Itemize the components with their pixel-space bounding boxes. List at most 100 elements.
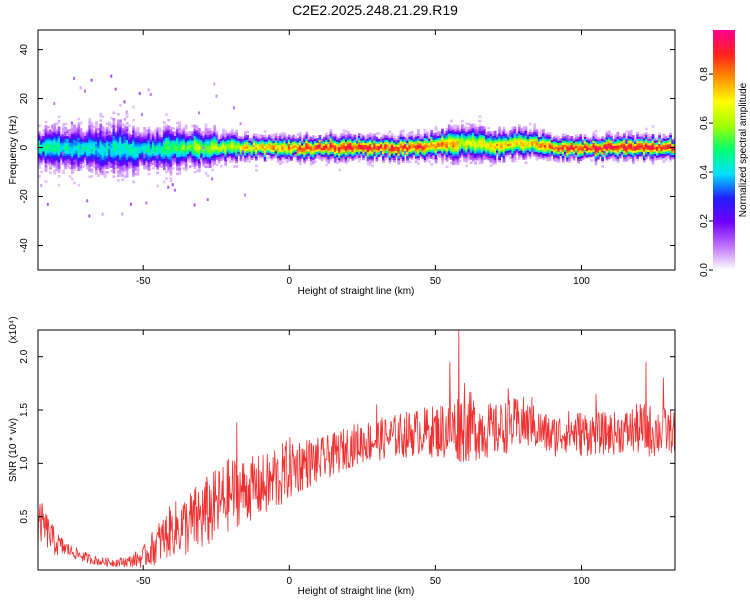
- heatmap-cell: [38, 131, 41, 134]
- heatmap-cell: [412, 141, 416, 144]
- heatmap-cell: [430, 149, 434, 153]
- heatmap-cell: [213, 140, 217, 144]
- spectrogram-x-label: Height of straight line (km): [298, 286, 415, 297]
- heatmap-cell: [77, 168, 81, 171]
- heatmap-cell: [255, 151, 258, 154]
- heatmap-cell: [55, 138, 59, 141]
- heatmap-cell: [211, 139, 214, 143]
- heatmap-cell: [176, 165, 179, 169]
- heatmap-cell: [252, 153, 256, 157]
- heatmap-cell: [162, 147, 166, 151]
- heatmap-cell: [127, 135, 131, 138]
- heatmap-cell: [189, 133, 192, 137]
- heatmap-cell: [471, 132, 475, 135]
- heatmap-cell: [625, 150, 629, 153]
- heatmap-cell: [386, 139, 390, 143]
- heatmap-cell: [55, 151, 59, 154]
- heatmap-cell: [454, 159, 458, 163]
- heatmap-cell: [193, 137, 197, 141]
- heatmap-cell: [458, 155, 462, 158]
- heatmap-cell: [239, 149, 243, 153]
- heatmap-cell: [230, 148, 234, 152]
- heatmap-cell: [414, 140, 418, 144]
- heatmap-cell: [202, 157, 206, 160]
- heatmap-cell: [658, 150, 661, 153]
- heatmap-cell: [224, 152, 228, 155]
- heatmap-cell: [259, 140, 263, 144]
- heatmap-cell: [423, 144, 427, 147]
- heatmap-cell: [373, 142, 377, 146]
- heatmap-cell: [81, 147, 85, 151]
- heatmap-cell: [206, 130, 210, 133]
- heatmap-cell: [607, 156, 611, 160]
- heatmap-cell: [138, 148, 142, 151]
- heatmap-cell: [443, 137, 447, 141]
- heatmap-cell: [279, 151, 282, 154]
- heatmap-cell: [246, 130, 249, 134]
- heatmap-cell: [537, 154, 541, 158]
- heatmap-cell: [491, 157, 495, 161]
- heatmap-cell: [430, 154, 434, 157]
- heatmap-cell: [445, 143, 449, 147]
- heatmap-cell: [386, 155, 390, 158]
- heatmap-cell: [90, 159, 94, 163]
- heatmap-cell: [259, 151, 263, 155]
- heatmap-cell: [397, 146, 401, 150]
- heatmap-cell: [156, 136, 160, 139]
- heatmap-cell: [298, 162, 302, 166]
- heatmap-cell: [189, 140, 192, 143]
- heatmap-cell: [325, 137, 328, 140]
- heatmap-cell: [112, 175, 116, 178]
- heatmap-cell: [546, 156, 550, 160]
- heatmap-cell: [336, 156, 339, 160]
- heatmap-cell: [44, 164, 48, 168]
- heatmap-cell: [423, 139, 427, 143]
- x-tick-label: -50: [136, 276, 151, 287]
- heatmap-cell: [44, 167, 48, 170]
- heatmap-cell: [476, 135, 480, 139]
- heatmap-cell: [428, 149, 431, 152]
- heatmap-cell: [99, 163, 103, 166]
- heatmap-cell: [77, 164, 81, 167]
- heatmap-cell: [454, 129, 458, 132]
- heatmap-cell: [417, 151, 420, 154]
- heatmap-cell: [160, 149, 164, 153]
- heatmap-cell: [119, 132, 122, 136]
- heatmap-cell: [493, 130, 497, 134]
- heatmap-cell: [557, 158, 561, 161]
- heatmap-cell: [279, 142, 282, 146]
- heatmap-cell: [303, 144, 306, 147]
- heatmap-cell: [200, 155, 203, 158]
- heatmap-cell: [417, 157, 420, 161]
- spectrogram-frame: [37, 29, 676, 271]
- heatmap-cell: [49, 171, 52, 174]
- heatmap-cell: [572, 153, 576, 157]
- heatmap-cell: [84, 133, 87, 136]
- heatmap-cell: [344, 147, 348, 151]
- snr-frame: [37, 329, 676, 571]
- heatmap-cell: [44, 145, 48, 148]
- heatmap-cell: [327, 137, 331, 140]
- heatmap-cell: [327, 145, 331, 149]
- heatmap-cell: [614, 158, 618, 162]
- heatmap-cell: [228, 140, 232, 143]
- heatmap-cell: [327, 139, 331, 142]
- heatmap-cell: [167, 158, 171, 162]
- heatmap-cell: [171, 138, 175, 141]
- heatmap-cell: [88, 129, 92, 132]
- heatmap-cell: [347, 132, 350, 136]
- heatmap-cell: [450, 132, 453, 136]
- heatmap-cell: [99, 130, 103, 133]
- heatmap-cell: [40, 137, 43, 141]
- heatmap-cell: [623, 139, 626, 143]
- heatmap-cell: [452, 153, 455, 157]
- heatmap-cell: [524, 126, 528, 129]
- heatmap-cell: [204, 158, 208, 162]
- heatmap-cell: [198, 156, 201, 160]
- heatmap-cell: [489, 133, 493, 137]
- heatmap-cell: [149, 137, 153, 140]
- heatmap-cell: [371, 153, 374, 157]
- heatmap-cell: [311, 152, 315, 156]
- heatmap-cell: [662, 160, 666, 163]
- heatmap-cell: [127, 155, 131, 158]
